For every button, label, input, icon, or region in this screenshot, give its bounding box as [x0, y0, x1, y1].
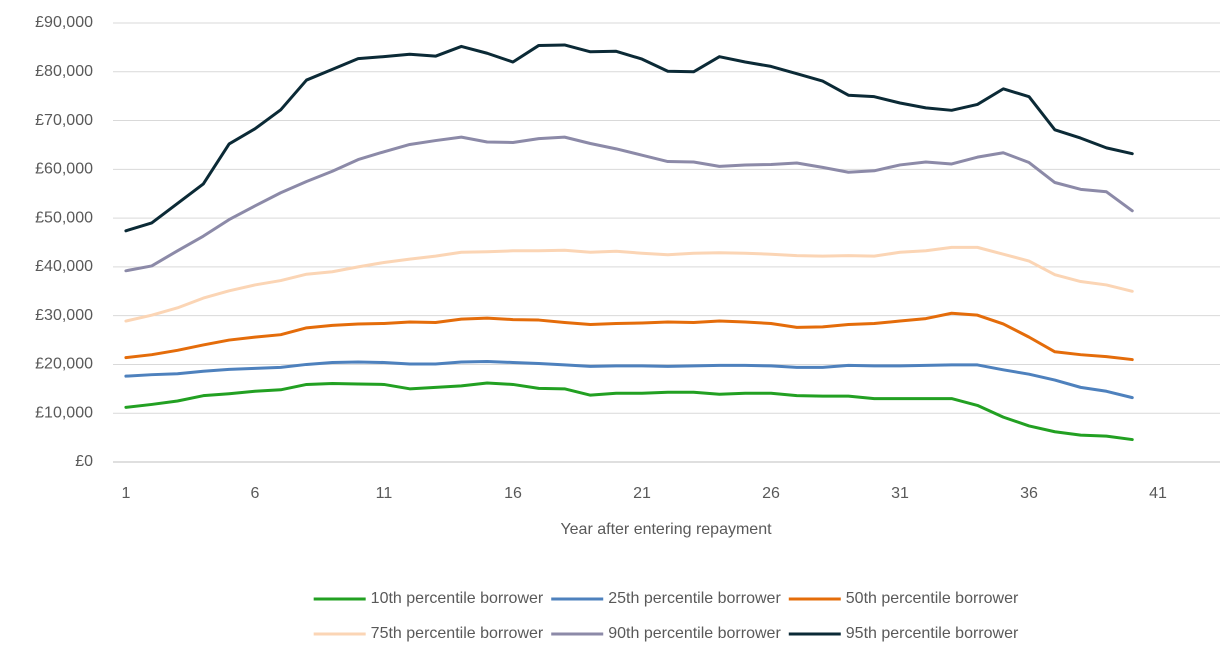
y-tick-label: £10,000 — [35, 404, 93, 421]
x-tick-label: 21 — [633, 485, 651, 502]
y-tick-label: £20,000 — [35, 356, 93, 373]
legend-item: 25th percentile borrower — [551, 590, 781, 607]
legend-label: 50th percentile borrower — [846, 590, 1019, 607]
legend-item: 75th percentile borrower — [313, 625, 544, 642]
x-tick-label: 1 — [121, 485, 130, 502]
x-tick-label: 16 — [504, 485, 522, 502]
y-tick-label: £40,000 — [35, 258, 93, 275]
x-tick-label: 31 — [891, 485, 909, 502]
y-tick-label: £30,000 — [35, 307, 93, 324]
series-line — [124, 135, 1134, 273]
series-line — [124, 360, 1134, 400]
x-tick-label: 36 — [1020, 485, 1038, 502]
series-line — [124, 311, 1134, 362]
legend-label: 90th percentile borrower — [608, 625, 781, 642]
legend-item: 10th percentile borrower — [313, 590, 544, 607]
y-tick-label: £80,000 — [35, 63, 93, 80]
series-line — [124, 245, 1134, 323]
y-tick-label: £0 — [75, 453, 93, 470]
y-tick-label: £50,000 — [35, 209, 93, 226]
legend-row: 75th percentile borrower 90th percentile … — [313, 625, 1019, 642]
series-line — [124, 381, 1134, 442]
y-tick-label: £90,000 — [35, 14, 93, 31]
series-line — [124, 43, 1134, 233]
legend-label: 75th percentile borrower — [371, 625, 544, 642]
legend-item: 90th percentile borrower — [551, 625, 781, 642]
legend-label: 25th percentile borrower — [608, 590, 781, 607]
legend-row: 10th percentile borrower 25th percentile … — [313, 590, 1019, 607]
y-tick-label: £70,000 — [35, 112, 93, 129]
legend-label: 10th percentile borrower — [371, 590, 544, 607]
legend-item: 95th percentile borrower — [788, 625, 1019, 642]
y-tick-label: £60,000 — [35, 161, 93, 178]
x-tick-label: 11 — [376, 485, 393, 502]
x-tick-label: 26 — [762, 485, 780, 502]
x-axis-title: Year after entering repayment — [560, 521, 772, 538]
legend-item: 50th percentile borrower — [788, 590, 1019, 607]
legend-label: 95th percentile borrower — [846, 625, 1019, 642]
x-tick-label: 6 — [250, 485, 259, 502]
x-tick-label: 41 — [1149, 485, 1167, 502]
